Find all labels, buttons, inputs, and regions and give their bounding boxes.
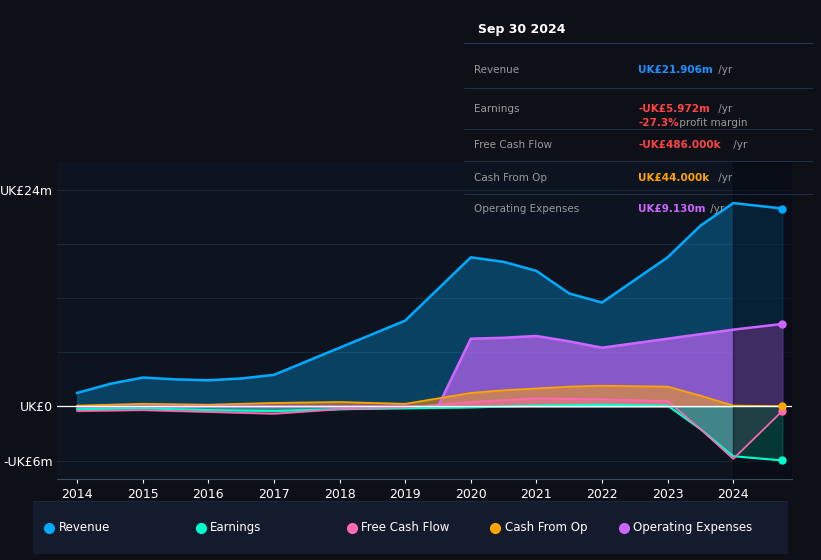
- Text: /yr: /yr: [708, 204, 725, 214]
- Text: Cash From Op: Cash From Op: [505, 521, 587, 534]
- Text: profit margin: profit margin: [676, 118, 747, 128]
- Text: Free Cash Flow: Free Cash Flow: [475, 141, 553, 150]
- FancyBboxPatch shape: [25, 501, 796, 555]
- Text: /yr: /yr: [715, 65, 732, 75]
- Text: Operating Expenses: Operating Expenses: [475, 204, 580, 214]
- Text: Revenue: Revenue: [59, 521, 111, 534]
- Text: Sep 30 2024: Sep 30 2024: [478, 24, 566, 36]
- Text: Earnings: Earnings: [210, 521, 262, 534]
- Text: -UK£5.972m: -UK£5.972m: [639, 104, 710, 114]
- Text: UK£21.906m: UK£21.906m: [639, 65, 713, 75]
- Text: -27.3%: -27.3%: [639, 118, 679, 128]
- Text: UK£9.130m: UK£9.130m: [639, 204, 706, 214]
- Text: -UK£486.000k: -UK£486.000k: [639, 141, 721, 150]
- Text: Operating Expenses: Operating Expenses: [633, 521, 753, 534]
- Text: /yr: /yr: [731, 141, 748, 150]
- Text: Revenue: Revenue: [475, 65, 520, 75]
- Bar: [733, 162, 792, 479]
- Text: Earnings: Earnings: [475, 104, 520, 114]
- Text: /yr: /yr: [715, 104, 732, 114]
- Text: Cash From Op: Cash From Op: [475, 172, 548, 183]
- Text: Free Cash Flow: Free Cash Flow: [361, 521, 450, 534]
- Text: /yr: /yr: [715, 172, 732, 183]
- Text: UK£44.000k: UK£44.000k: [639, 172, 709, 183]
